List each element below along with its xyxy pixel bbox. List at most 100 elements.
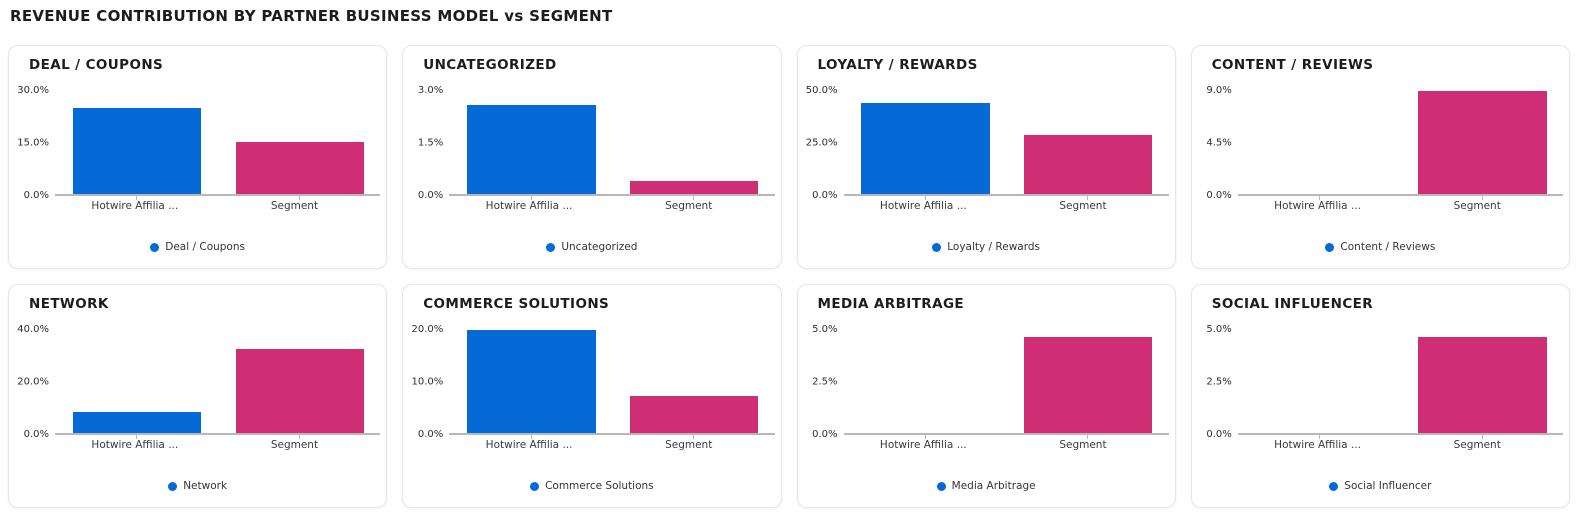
x-axis-labels: Hotwire Affilia ... Segment [844, 200, 1163, 212]
x-axis-line [55, 194, 381, 196]
x-label-hotwire: Hotwire Affilia ... [879, 200, 967, 212]
x-label-hotwire: Hotwire Affilia ... [1274, 200, 1361, 212]
plot-area: 50.0% 25.0% 0.0% [806, 85, 1169, 201]
chart-card: CONTENT / REVIEWS 9.0% 4.5% 0.0% Hotwire… [1190, 45, 1570, 269]
chart-title: CONTENT / REVIEWS [1211, 57, 1374, 73]
x-label-hotwire: Hotwire Affilia ... [91, 439, 179, 451]
bar-segment[interactable] [629, 396, 759, 433]
legend-item[interactable]: Uncategorized [403, 241, 780, 253]
bar-segment[interactable] [1418, 337, 1547, 433]
plot-area: 5.0% 2.5% 0.0% [1206, 324, 1563, 440]
y-tick-max: 9.0% [1206, 85, 1232, 96]
legend-dot-icon [932, 242, 942, 252]
x-axis-tick [924, 194, 926, 200]
x-axis-labels: Hotwire Affilia ... Segment [449, 200, 768, 212]
x-axis-line [449, 433, 775, 435]
x-axis-tick [530, 433, 532, 439]
y-tick-mid: 2.5% [812, 376, 838, 388]
chart-area: 50.0% 25.0% 0.0% Hotwire Affilia ... Seg… [798, 85, 1169, 212]
x-label-segment: Segment [1059, 200, 1107, 212]
y-tick-mid: 15.0% [17, 137, 49, 149]
x-axis-tick [530, 194, 532, 200]
legend-dot-icon [936, 481, 946, 491]
x-axis-labels: Hotwire Affilia ... Segment [55, 200, 374, 212]
x-label-hotwire: Hotwire Affilia ... [1274, 439, 1361, 451]
chart-area: 5.0% 2.5% 0.0% Hotwire Affilia ... Segme… [798, 324, 1169, 451]
y-tick-max: 40.0% [17, 324, 49, 335]
plot-area: 20.0% 10.0% 0.0% [411, 324, 775, 440]
bar-hotwire-affiliate[interactable] [72, 411, 202, 433]
bars-group [1238, 329, 1563, 433]
plot-area: 30.0% 15.0% 0.0% [17, 85, 381, 201]
chart-title: COMMERCE SOLUTIONS [423, 296, 610, 312]
plot-area: 40.0% 20.0% 0.0% [17, 324, 381, 440]
y-tick-zero: 0.0% [1206, 190, 1232, 201]
chart-area: 40.0% 20.0% 0.0% Hotwire Affilia ... Seg… [9, 324, 381, 451]
y-tick-mid: 20.0% [17, 376, 49, 388]
legend-label: Loyalty / Rewards [947, 241, 1041, 253]
chart-card: MEDIA ARBITRAGE 5.0% 2.5% 0.0% Hotwire A… [796, 284, 1176, 508]
legend-label: Social Influencer [1344, 480, 1432, 492]
legend-item[interactable]: Commerce Solutions [403, 480, 780, 492]
x-label-hotwire: Hotwire Affilia ... [485, 439, 573, 451]
x-label-hotwire: Hotwire Affilia ... [485, 200, 573, 212]
chart-title: UNCATEGORIZED [423, 57, 557, 73]
y-tick-zero: 0.0% [23, 429, 49, 440]
x-axis-tick [693, 194, 695, 200]
x-axis-tick [1481, 433, 1483, 439]
bar-segment[interactable] [235, 349, 364, 433]
x-axis-tick [1319, 433, 1321, 439]
x-axis-line [843, 194, 1169, 196]
bar-hotwire-affiliate[interactable] [861, 102, 990, 194]
y-tick-max: 3.0% [417, 85, 444, 96]
y-tick-max: 20.0% [411, 324, 444, 335]
legend-dot-icon [150, 242, 160, 252]
x-axis-tick [136, 433, 138, 439]
x-axis-tick [298, 433, 300, 439]
legend-item[interactable]: Deal / Coupons [9, 241, 386, 253]
bar-segment[interactable] [1024, 134, 1153, 194]
x-axis-tick [924, 433, 926, 439]
y-tick-max: 5.0% [812, 324, 838, 335]
legend-dot-icon [1329, 481, 1339, 491]
y-tick-max: 5.0% [1206, 324, 1232, 335]
bar-hotwire-affiliate[interactable] [72, 108, 202, 194]
y-tick-zero: 0.0% [812, 429, 838, 440]
y-tick-mid: 1.5% [417, 137, 444, 149]
plot-area: 9.0% 4.5% 0.0% [1206, 85, 1563, 201]
chart-area: 3.0% 1.5% 0.0% Hotwire Affilia ... Segme… [403, 85, 775, 212]
x-label-segment: Segment [270, 439, 319, 451]
x-axis-line [1237, 433, 1563, 435]
x-label-segment: Segment [665, 200, 713, 212]
x-axis-labels: Hotwire Affilia ... Segment [449, 439, 768, 451]
chart-area: 20.0% 10.0% 0.0% Hotwire Affilia ... Seg… [403, 324, 775, 451]
bar-hotwire-affiliate[interactable] [467, 104, 596, 194]
bars-group [449, 90, 774, 194]
x-axis-tick [1481, 194, 1483, 200]
y-tick-max: 50.0% [805, 85, 838, 96]
bar-segment[interactable] [1418, 91, 1547, 194]
bar-segment[interactable] [629, 180, 759, 194]
bars-group [844, 329, 1169, 433]
bar-segment[interactable] [235, 142, 364, 194]
bars-group [55, 90, 380, 194]
x-axis-tick [1319, 194, 1321, 200]
x-label-hotwire: Hotwire Affilia ... [879, 439, 967, 451]
bar-hotwire-affiliate[interactable] [467, 329, 596, 433]
chart-title: SOCIAL INFLUENCER [1211, 296, 1374, 312]
legend-label: Commerce Solutions [545, 480, 654, 492]
charts-grid: DEAL / COUPONS 30.0% 15.0% 0.0% Hotwire … [8, 45, 1570, 508]
legend-item[interactable]: Content / Reviews [1192, 241, 1569, 253]
legend-label: Media Arbitrage [951, 480, 1036, 492]
legend-dot-icon [1325, 242, 1335, 252]
chart-card: DEAL / COUPONS 30.0% 15.0% 0.0% Hotwire … [8, 45, 388, 269]
chart-card: LOYALTY / REWARDS 50.0% 25.0% 0.0% Hotwi… [796, 45, 1176, 269]
legend-item[interactable]: Media Arbitrage [798, 480, 1175, 492]
chart-card: COMMERCE SOLUTIONS 20.0% 10.0% 0.0% Hotw… [402, 284, 782, 508]
legend-item[interactable]: Network [9, 480, 386, 492]
bar-segment[interactable] [1024, 337, 1153, 433]
legend-item[interactable]: Loyalty / Rewards [798, 241, 1175, 253]
legend-label: Network [183, 480, 228, 492]
x-axis-labels: Hotwire Affilia ... Segment [844, 439, 1163, 451]
legend-item[interactable]: Social Influencer [1192, 480, 1569, 492]
